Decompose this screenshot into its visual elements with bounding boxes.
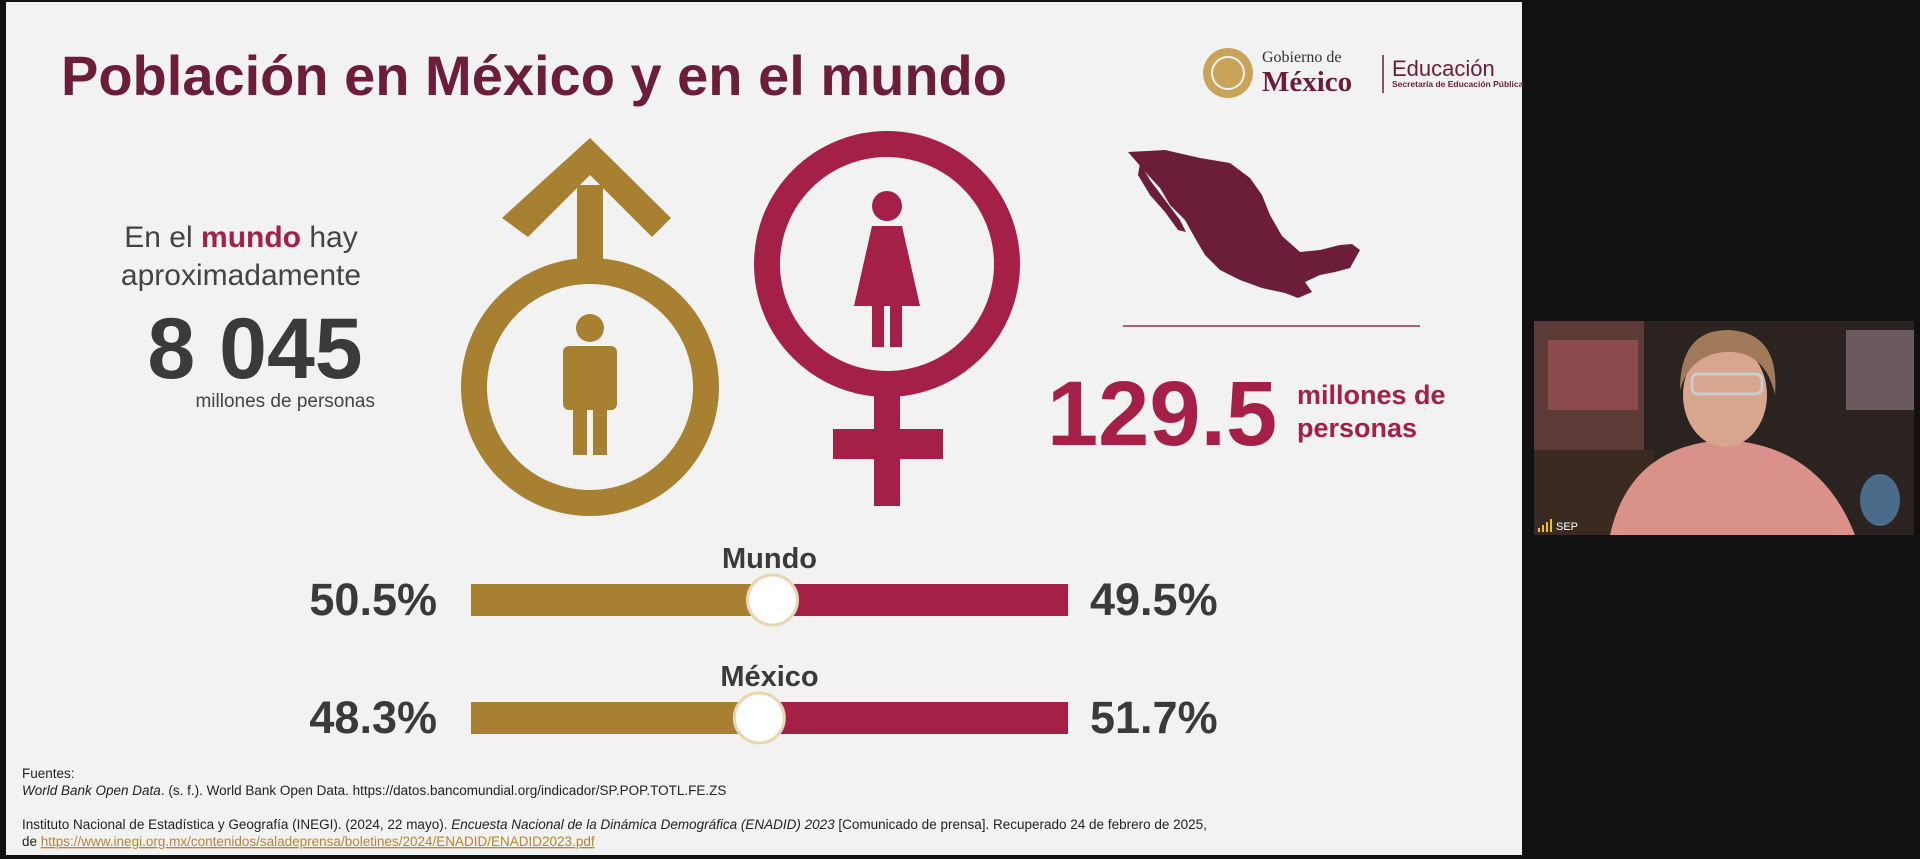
logo-text: Gobierno de [1262, 49, 1342, 66]
slide-title: Población en México y en el mundo [61, 44, 1007, 107]
participant-name: SEP [1556, 521, 1578, 533]
value-label: 49.5% [1090, 574, 1218, 625]
bar-knob [745, 573, 799, 627]
bar-title: México [720, 661, 818, 693]
value-label: 51.7% [1090, 692, 1218, 743]
logo-text: Secretaría de Educación Pública [1392, 79, 1524, 89]
male-symbol [461, 138, 719, 516]
bar-segment [772, 584, 1068, 616]
world-text: aproximadamente [121, 259, 361, 292]
value-label: 50.5% [309, 574, 437, 625]
logo-emblem [1203, 48, 1253, 98]
bars: Mundo 50.5% 49.5% México 48.3% 51.7% [309, 543, 1218, 745]
mexico-unit: personas [1297, 413, 1417, 443]
bar-segment [471, 584, 773, 616]
sources: Fuentes: World Bank Open Data. (s. f.). … [22, 766, 1207, 849]
video-tile: SEP [1534, 321, 1914, 535]
sources-heading: Fuentes: [22, 766, 75, 781]
value-label: 48.3% [309, 692, 437, 743]
world-number: 8 045 [147, 301, 362, 397]
world-text: En el mundo hay [124, 221, 357, 254]
logo-text: Educación [1392, 56, 1495, 81]
source-ref: de https://www.inegi.org.mx/contenidos/s… [22, 834, 595, 849]
bar-title: Mundo [722, 543, 817, 575]
mexico-map [1128, 150, 1360, 298]
source-ref: World Bank Open Data. (s. f.). World Ban… [22, 783, 726, 798]
logo-emblem-ring [1211, 56, 1245, 90]
bar-knob [732, 691, 786, 745]
female-symbol [754, 131, 1020, 506]
world-unit: millones de personas [195, 391, 375, 412]
mexico-unit: millones de [1297, 380, 1446, 410]
source-link[interactable]: https://www.inegi.org.mx/contenidos/sala… [41, 834, 595, 849]
bar-segment [471, 702, 760, 734]
source-ref: Instituto Nacional de Estadística y Geog… [22, 817, 1207, 832]
logo-text: México [1262, 66, 1352, 98]
bar-segment [759, 702, 1068, 734]
mexico-number: 129.5 [1047, 363, 1277, 465]
